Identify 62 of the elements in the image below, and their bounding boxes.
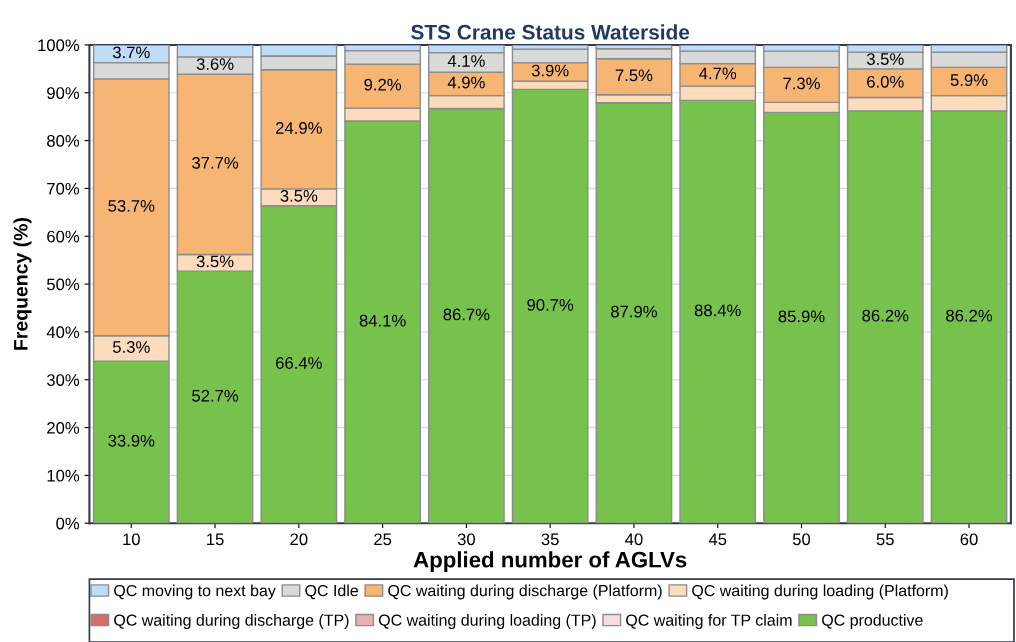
y-tick-label: 100%	[38, 39, 80, 52]
legend-label: QC waiting during discharge (Platform)	[388, 584, 662, 600]
data-label: 9.2%	[364, 78, 402, 91]
data-label: 7.5%	[615, 69, 653, 82]
data-label: 86.7%	[443, 308, 490, 321]
data-label: 3.7%	[112, 46, 150, 59]
y-tick-label: 80%	[47, 135, 80, 147]
legend-label: QC waiting during loading (TP)	[378, 614, 596, 629]
y-tick-label: 60%	[47, 230, 80, 243]
x-axis-title: Applied number of AGLVs	[413, 551, 687, 572]
y-tick-label: 20%	[47, 421, 80, 434]
data-label: 3.5%	[196, 255, 234, 268]
y-tick-label: 50%	[47, 278, 80, 291]
data-label: 33.9%	[108, 434, 155, 447]
data-label: 7.3%	[783, 77, 820, 90]
x-tick-label: 60	[960, 533, 978, 546]
y-tick-label: 30%	[46, 374, 80, 386]
x-tick-label: 55	[876, 533, 894, 546]
data-label: 66.4%	[276, 357, 322, 369]
data-label: 52.7%	[192, 389, 239, 402]
y-tick-label: 40%	[46, 326, 80, 339]
data-label: 84.1%	[359, 314, 406, 327]
legend-label: QC productive	[822, 614, 923, 629]
x-tick-label: 25	[374, 533, 392, 546]
x-tick-label: 30	[457, 533, 476, 546]
legend-label: QC Idle	[305, 584, 358, 600]
x-tick-label: 15	[207, 533, 224, 546]
data-label: 4.1%	[447, 55, 485, 67]
x-tick-label: 35	[541, 533, 559, 546]
data-label: 4.9%	[447, 76, 485, 89]
data-label: 88.4%	[694, 304, 741, 317]
data-label: 5.9%	[950, 74, 988, 86]
x-tick-label: 20	[290, 533, 308, 546]
data-label: 6.0%	[867, 75, 904, 88]
data-label: 4.7%	[699, 67, 737, 80]
data-label: 5.3%	[112, 341, 150, 353]
data-label: 3.9%	[531, 64, 569, 77]
y-tick-label: 10%	[47, 469, 80, 482]
data-label: 90.7%	[527, 299, 574, 311]
data-label: 86.2%	[946, 309, 993, 322]
chart-title: STS Crane Status Waterside	[411, 24, 690, 40]
data-label: 37.7%	[192, 156, 239, 169]
y-tick-label: 90%	[47, 87, 80, 99]
legend-label: QC waiting during discharge (TP)	[114, 614, 349, 629]
data-label: 3.5%	[280, 189, 318, 202]
data-label: 3.6%	[196, 58, 234, 70]
legend-label: QC moving to next bay	[114, 584, 276, 600]
data-label: 86.2%	[862, 309, 909, 322]
x-tick-label: 45	[708, 533, 727, 546]
x-tick-label: 10	[123, 533, 140, 546]
y-tick-label: 70%	[47, 182, 80, 195]
data-label: 53.7%	[108, 199, 155, 212]
data-label: 24.9%	[276, 122, 322, 134]
x-tick-label: 50	[792, 533, 811, 546]
x-tick-label: 40	[625, 533, 643, 546]
y-tick-label: 0%	[56, 517, 80, 530]
data-label: 85.9%	[778, 310, 825, 323]
y-axis-title: Frequency (%)	[13, 218, 32, 350]
data-label: 87.9%	[611, 305, 657, 318]
data-label: 3.5%	[866, 53, 904, 65]
legend-label: QC waiting for TP claim	[626, 614, 792, 629]
legend-label: QC waiting during loading (Platform)	[692, 584, 948, 600]
